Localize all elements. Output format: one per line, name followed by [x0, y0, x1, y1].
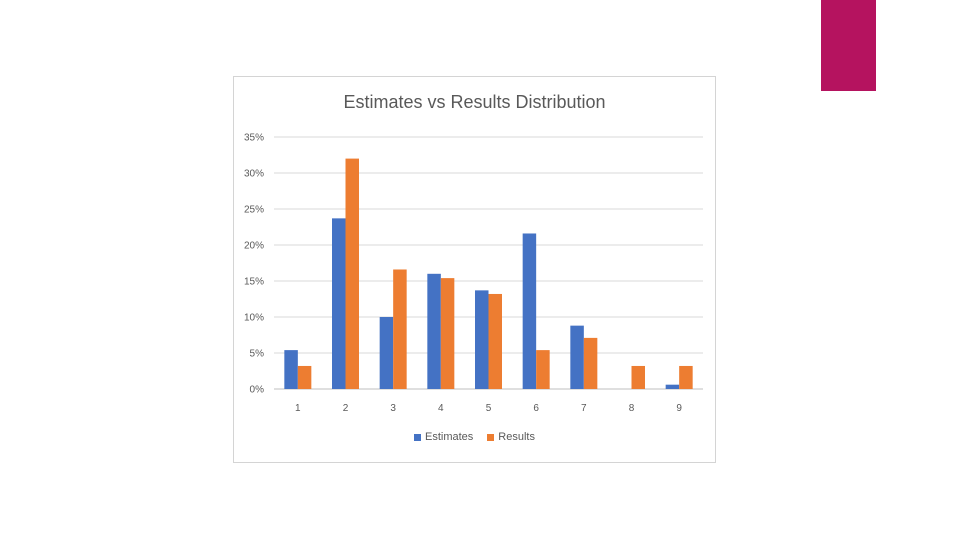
legend-item-estimates: Estimates [414, 431, 473, 443]
x-tick-label: 2 [343, 403, 349, 414]
x-tick-label: 4 [438, 403, 444, 414]
x-tick-label: 1 [295, 403, 301, 414]
bar-results-4 [440, 278, 455, 389]
bar-estimates-6 [522, 233, 537, 389]
accent-block [821, 0, 876, 91]
y-tick-label: 5% [250, 349, 265, 360]
legend-label-results: Results [498, 431, 535, 443]
x-tick-label: 5 [486, 403, 492, 414]
legend: Estimates Results [234, 431, 715, 443]
legend-label-estimates: Estimates [425, 431, 474, 443]
bar-results-1 [297, 365, 312, 389]
bar-estimates-5 [475, 290, 489, 389]
x-tick-label: 9 [676, 403, 682, 414]
bar-results-8 [631, 365, 645, 389]
bar-results-2 [345, 158, 359, 389]
y-tick-label: 10% [244, 313, 264, 324]
y-tick-label: 25% [244, 205, 264, 216]
bar-results-9 [679, 365, 693, 389]
x-tick-label: 3 [390, 403, 396, 414]
bar-estimates-1 [284, 350, 298, 389]
bar-results-7 [583, 337, 598, 389]
bar-estimates-7 [570, 325, 584, 389]
bar-results-5 [488, 293, 502, 389]
x-tick-label: 7 [581, 403, 587, 414]
bar-chart: 0% 5% 10% 15% 20% 25% 30% 35% 1 2 3 4 5 6 7 8 9 [244, 133, 703, 414]
y-tick-label: 20% [244, 241, 264, 252]
legend-swatch-estimates [414, 433, 421, 441]
y-tick-label: 30% [244, 169, 264, 180]
x-tick-label: 8 [629, 403, 635, 414]
chart-frame: Estimates vs Results Distribution 0% 5% 10… [233, 76, 716, 463]
x-tick-label: 6 [533, 403, 539, 414]
bar-estimates-2 [332, 218, 346, 389]
y-tick-label: 35% [244, 133, 264, 144]
bar-estimates-3 [379, 317, 394, 389]
bar-estimates-4 [427, 273, 441, 389]
bar-results-3 [393, 269, 407, 389]
bar-results-6 [536, 350, 550, 389]
legend-item-results: Results [487, 431, 535, 443]
y-tick-label: 15% [244, 277, 264, 288]
bar-estimates-9 [665, 384, 680, 389]
legend-swatch-results [487, 433, 495, 441]
y-tick-label: 0% [250, 385, 265, 396]
chart-title: Estimates vs Results Distribution [343, 92, 606, 112]
